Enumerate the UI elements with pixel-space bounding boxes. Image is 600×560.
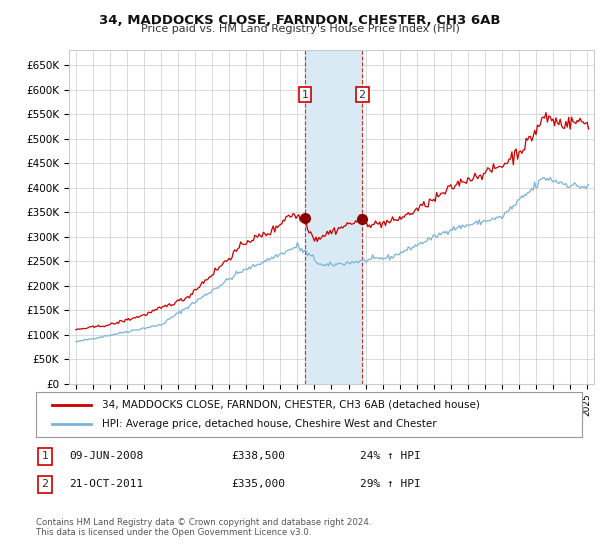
Text: £338,500: £338,500 — [231, 451, 285, 461]
Text: HPI: Average price, detached house, Cheshire West and Chester: HPI: Average price, detached house, Ches… — [101, 419, 436, 430]
Text: 24% ↑ HPI: 24% ↑ HPI — [360, 451, 421, 461]
Text: 29% ↑ HPI: 29% ↑ HPI — [360, 479, 421, 489]
Text: Contains HM Land Registry data © Crown copyright and database right 2024.
This d: Contains HM Land Registry data © Crown c… — [36, 518, 371, 538]
Text: 2: 2 — [41, 479, 49, 489]
Text: 1: 1 — [301, 90, 308, 100]
Text: 34, MADDOCKS CLOSE, FARNDON, CHESTER, CH3 6AB: 34, MADDOCKS CLOSE, FARNDON, CHESTER, CH… — [99, 14, 501, 27]
Text: 09-JUN-2008: 09-JUN-2008 — [69, 451, 143, 461]
Text: 2: 2 — [359, 90, 366, 100]
Text: Price paid vs. HM Land Registry's House Price Index (HPI): Price paid vs. HM Land Registry's House … — [140, 24, 460, 34]
Text: 34, MADDOCKS CLOSE, FARNDON, CHESTER, CH3 6AB (detached house): 34, MADDOCKS CLOSE, FARNDON, CHESTER, CH… — [101, 399, 479, 409]
Text: 21-OCT-2011: 21-OCT-2011 — [69, 479, 143, 489]
Text: £335,000: £335,000 — [231, 479, 285, 489]
Text: 1: 1 — [41, 451, 49, 461]
Bar — [305, 50, 362, 384]
